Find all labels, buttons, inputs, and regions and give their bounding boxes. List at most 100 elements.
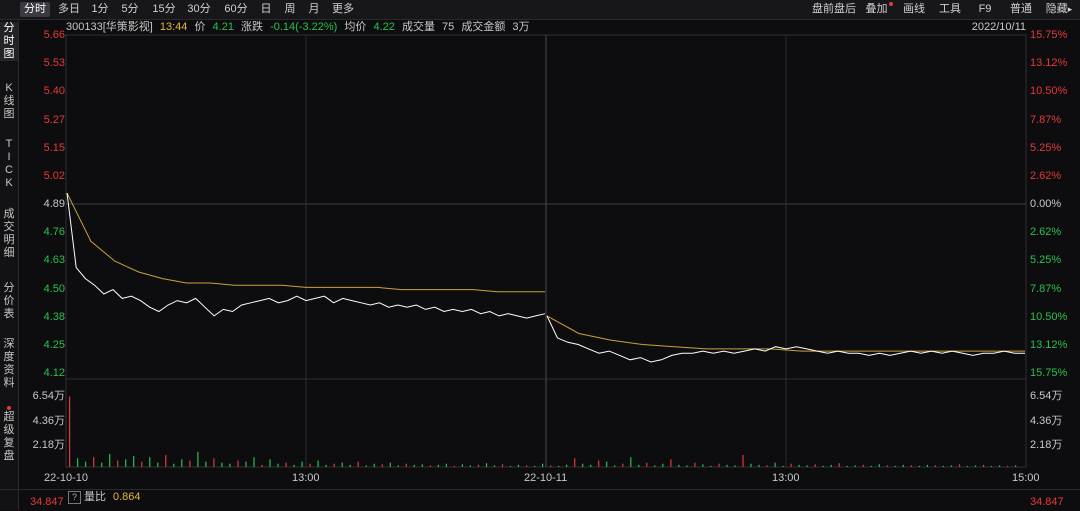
time-axis-label: 13:00 xyxy=(292,472,320,484)
tool-button-label: 叠加 xyxy=(865,3,888,15)
period-button-5[interactable]: 30分 xyxy=(187,3,211,15)
volume-bar xyxy=(654,465,656,467)
period-button-7[interactable]: 日 xyxy=(260,3,272,15)
view-tab-1[interactable]: K 线 图 xyxy=(0,82,18,121)
view-tab-6[interactable]: 超 级 复 盘 xyxy=(0,406,18,463)
tool-button-label: 隐藏 xyxy=(1045,3,1068,15)
volume-bar xyxy=(341,462,343,467)
tool-button-3[interactable]: 工具 xyxy=(936,2,964,17)
view-tab-3[interactable]: 成 交 明 细 xyxy=(0,208,18,260)
percent-tick-label: 0.00% xyxy=(1030,198,1062,210)
indicator-right-value: 34.847 xyxy=(1030,496,1064,508)
indicator-left-value: 34.847 xyxy=(30,496,64,508)
cursor-time: 13:44 xyxy=(159,21,188,33)
caret-right-icon: ▸ xyxy=(1067,4,1073,14)
percent-tick-label: 7.87% xyxy=(1030,283,1062,295)
percent-tick-label: 2.62% xyxy=(1030,170,1062,182)
volume-bar xyxy=(125,459,127,467)
percent-tick-label: 7.87% xyxy=(1030,114,1062,126)
volume-bar xyxy=(501,464,504,467)
volume-bar xyxy=(293,464,295,467)
volume-label: 成交量 xyxy=(401,21,435,33)
view-tab-0[interactable]: 分 时 图 xyxy=(0,22,18,61)
period-button-9[interactable]: 月 xyxy=(308,3,320,15)
tool-button-label: 画线 xyxy=(903,3,925,15)
volume-bar xyxy=(181,459,183,467)
volume-bar xyxy=(77,458,79,467)
volume-bar xyxy=(718,463,720,467)
volume-bar xyxy=(157,462,159,467)
view-tab-5[interactable]: 深 度 资 料 xyxy=(0,338,18,390)
volume-bar xyxy=(550,465,552,467)
tool-button-5[interactable]: 普通 xyxy=(1006,2,1036,17)
tool-button-1[interactable]: 叠加 xyxy=(864,2,894,17)
volume-bar xyxy=(437,464,439,467)
price-line-day1 xyxy=(66,192,546,319)
volume-bar xyxy=(630,457,632,467)
volume-bar xyxy=(349,464,351,467)
price-tick-label: 5.02 xyxy=(43,170,65,182)
volume-bar xyxy=(974,465,977,467)
percent-tick-label: 15.75% xyxy=(1030,367,1068,379)
volume-bar xyxy=(461,464,463,467)
volume-bar xyxy=(998,465,1001,467)
volume-bar xyxy=(854,465,856,467)
volume-bar xyxy=(846,465,848,467)
percent-tick-label: 5.25% xyxy=(1030,254,1062,266)
price-tick-label: 4.12 xyxy=(43,367,65,379)
tool-button-6[interactable]: 隐藏▸ xyxy=(1044,2,1074,17)
view-tab-4[interactable]: 分 价 表 xyxy=(0,282,18,321)
volume-bar xyxy=(742,455,744,467)
volume-bar xyxy=(325,464,327,467)
tool-button-2[interactable]: 画线 xyxy=(900,2,928,17)
avg-line-day2 xyxy=(546,315,1025,352)
period-button-6[interactable]: 60分 xyxy=(224,3,248,15)
volume-bar xyxy=(357,461,359,467)
volume-tick-label: 6.54万 xyxy=(32,390,65,402)
volume-bar xyxy=(758,464,760,467)
period-button-1[interactable]: 多日 xyxy=(58,3,80,15)
volume-bar xyxy=(221,462,223,467)
view-tab-2[interactable]: T I C K xyxy=(0,138,18,190)
volume-bar xyxy=(566,464,568,467)
volume-bar xyxy=(245,461,247,467)
volume-bar xyxy=(101,462,103,467)
price-line-day2 xyxy=(546,315,1025,363)
volume-bar xyxy=(365,465,367,467)
volume-bar xyxy=(670,459,672,467)
volume-bar xyxy=(638,464,640,467)
volume-bar xyxy=(69,396,71,467)
period-button-0[interactable]: 分时 xyxy=(20,2,50,17)
tool-button-label: 盘前盘后 xyxy=(812,3,856,15)
notify-dot-icon xyxy=(7,406,11,410)
view-tab-label: 成 交 明 细 xyxy=(3,208,15,259)
volume-value: 75 xyxy=(442,21,455,33)
volume-bar xyxy=(453,465,455,467)
volume-bar xyxy=(782,465,784,467)
help-icon[interactable]: ? xyxy=(68,491,81,504)
price-value: 4.21 xyxy=(212,21,234,33)
period-button-2[interactable]: 1分 xyxy=(91,3,109,15)
volume-bar xyxy=(878,464,880,467)
tool-button-4[interactable]: F9 xyxy=(974,2,996,17)
volume-bar xyxy=(798,464,800,467)
volume-bar xyxy=(918,465,920,467)
tool-button-0[interactable]: 盘前盘后 xyxy=(808,2,860,17)
volume-bar xyxy=(838,463,840,467)
period-button-10[interactable]: 更多 xyxy=(332,3,354,15)
volume-bar xyxy=(862,464,864,467)
volume-bar xyxy=(509,465,512,467)
period-button-4[interactable]: 15分 xyxy=(152,3,176,15)
volume-bar xyxy=(445,463,447,467)
avg-value: 4.22 xyxy=(373,21,395,33)
volume-bar xyxy=(646,462,648,467)
price-tick-label: 4.38 xyxy=(43,311,65,323)
volume-bar xyxy=(389,462,391,467)
volume-bar xyxy=(229,463,231,467)
volume-bar xyxy=(702,464,704,467)
volume-bar xyxy=(830,464,832,467)
period-button-3[interactable]: 5分 xyxy=(121,3,139,15)
indicator-panel xyxy=(0,489,1080,511)
period-button-8[interactable]: 周 xyxy=(284,3,296,15)
